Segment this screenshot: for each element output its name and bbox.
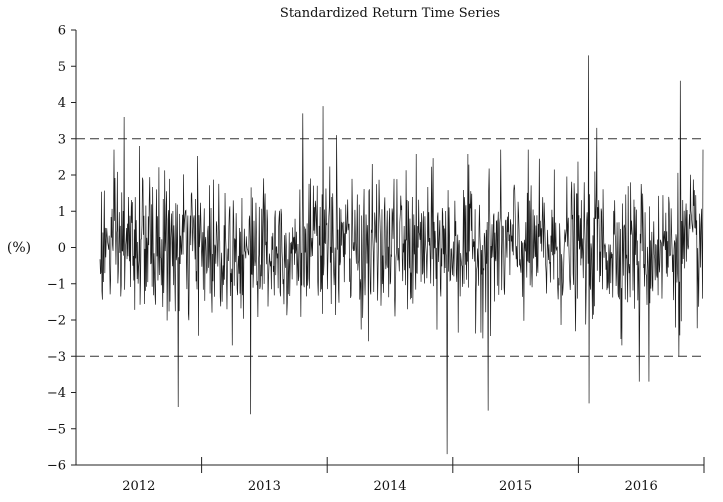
y-axis-label: (%) xyxy=(7,240,31,256)
chart-title: Standardized Return Time Series xyxy=(280,6,500,21)
x-tick-label: 2013 xyxy=(248,479,281,494)
x-tick-label: 2016 xyxy=(625,479,658,494)
y-tick-label: −6 xyxy=(47,459,66,474)
series-plot xyxy=(99,55,704,455)
x-tick-label: 2015 xyxy=(499,479,532,494)
y-tick-label: −2 xyxy=(47,314,66,329)
y-tick-label: 6 xyxy=(58,24,66,39)
y-tick-label: −4 xyxy=(47,386,66,401)
x-ticks: 2012 2013 2014 2015 2016 xyxy=(122,457,705,494)
x-tick-label: 2014 xyxy=(373,479,406,494)
x-tick-label: 2012 xyxy=(122,479,155,494)
y-tick-label: −1 xyxy=(47,277,66,292)
y-tick-label: 2 xyxy=(58,169,66,184)
y-tick-label: 5 xyxy=(58,60,66,75)
y-ticks: 6 5 4 3 2 1 0 −1 −2 −3 −4 −5 −6 xyxy=(47,24,76,474)
y-tick-label: 0 xyxy=(58,241,66,256)
y-tick-label: 3 xyxy=(58,132,66,147)
series-line xyxy=(99,55,704,455)
y-tick-label: 4 xyxy=(58,96,66,111)
y-tick-label: −3 xyxy=(47,350,66,365)
y-tick-label: 1 xyxy=(58,205,66,220)
reference-lines xyxy=(76,138,704,357)
y-tick-label: −5 xyxy=(47,422,66,437)
